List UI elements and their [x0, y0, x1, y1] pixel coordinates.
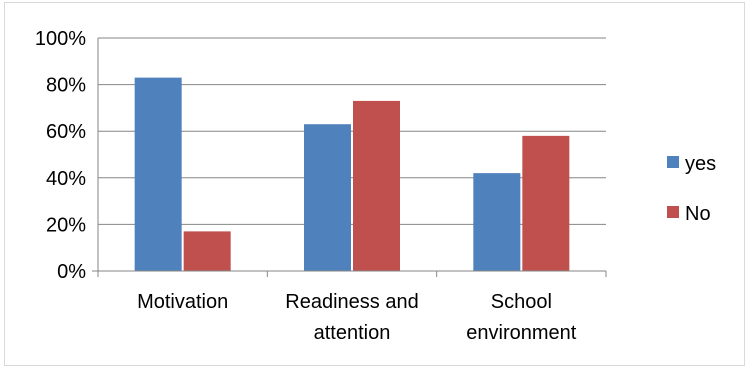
category-labels: Motivation Readiness and attention School en… — [137, 291, 577, 344]
y-tick-label: 80% — [46, 75, 86, 97]
legend-label-yes: yes — [685, 153, 716, 175]
y-tick-label: 40% — [46, 168, 86, 190]
legend: yes No — [667, 153, 716, 225]
bar-no-0 — [183, 231, 231, 271]
x-axis — [92, 270, 607, 277]
y-tick-label: 0% — [57, 261, 86, 283]
bar-yes-0 — [134, 77, 182, 271]
legend-swatch-no — [667, 206, 679, 218]
y-tick-label: 60% — [46, 121, 86, 143]
legend-label-no: No — [685, 203, 711, 225]
y-tick-label: 100% — [35, 28, 86, 50]
y-axis-ticks: 0% 20% 40% 60% 80% 100% — [35, 28, 86, 283]
bar-yes-2 — [473, 173, 521, 271]
bars — [134, 77, 570, 272]
legend-swatch-yes — [667, 156, 679, 168]
category-label: School environment — [466, 291, 577, 344]
y-tick-label: 20% — [46, 214, 86, 236]
category-label: Motivation — [137, 291, 228, 313]
bar-no-1 — [353, 100, 400, 271]
bar-yes-1 — [304, 124, 351, 272]
bar-no-2 — [522, 135, 570, 271]
category-label: Readiness and attention — [285, 291, 418, 344]
